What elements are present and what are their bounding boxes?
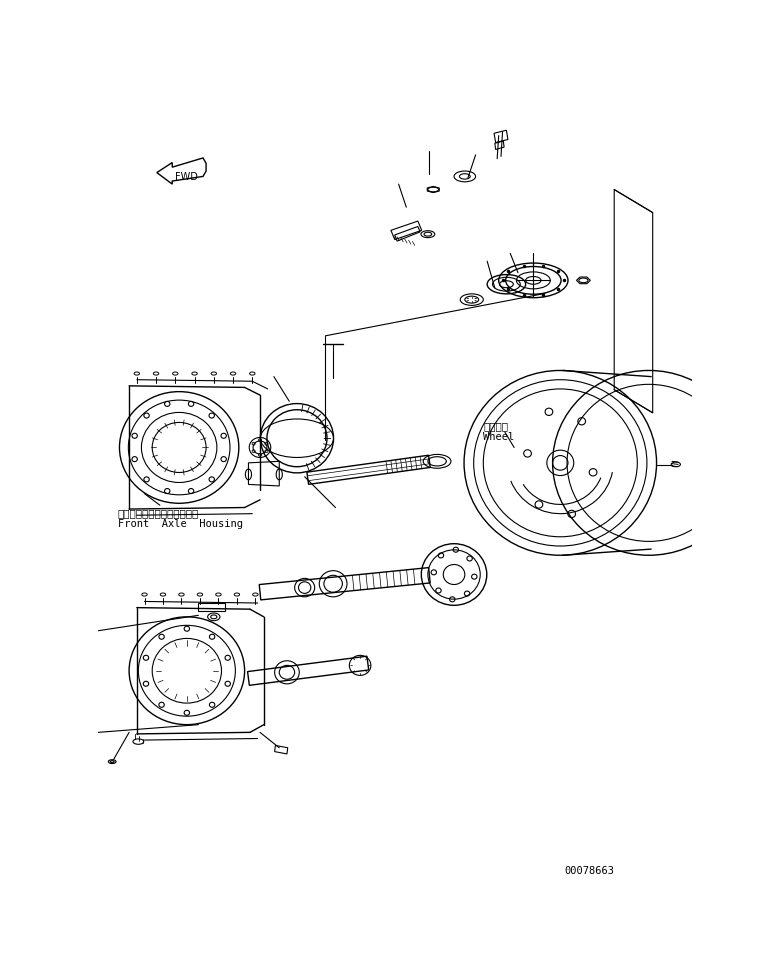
Text: 00078663: 00078663: [564, 865, 614, 875]
Text: ホイール: ホイール: [483, 421, 508, 431]
Text: フロントアクスルハウジング: フロントアクスルハウジング: [117, 508, 199, 518]
Text: Front  Axle  Housing: Front Axle Housing: [117, 518, 243, 528]
Text: Wheel: Wheel: [483, 431, 514, 441]
Text: FWD: FWD: [175, 172, 198, 183]
